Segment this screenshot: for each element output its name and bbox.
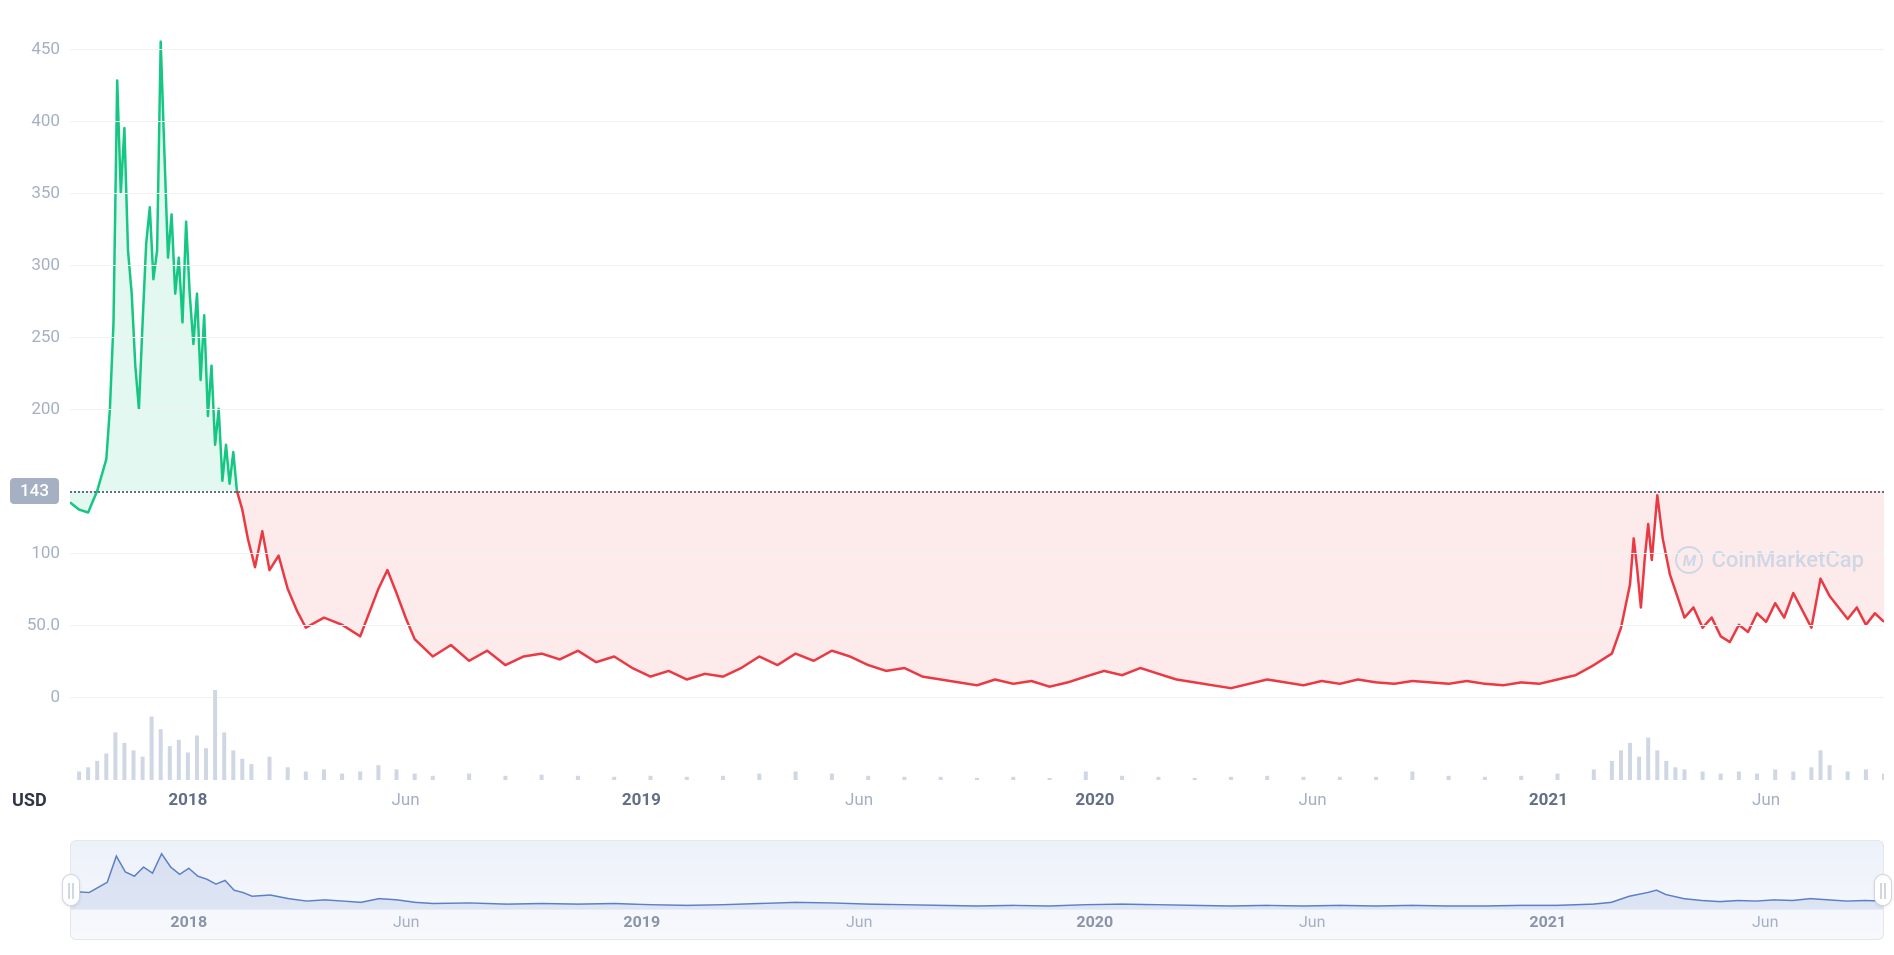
grid-line	[70, 553, 1884, 554]
grid-line	[70, 337, 1884, 338]
grid-line	[70, 49, 1884, 50]
y-tick: 0	[50, 687, 60, 707]
range-x-tick: Jun	[1299, 912, 1325, 931]
x-tick: 2018	[168, 790, 207, 810]
x-tick: Jun	[392, 790, 420, 810]
grid-line	[70, 121, 1884, 122]
y-tick: 300	[31, 255, 60, 275]
range-x-tick: Jun	[846, 912, 872, 931]
range-x-tick: 2019	[623, 912, 660, 931]
x-axis: 2018 Jun 2019 Jun 2020 Jun 2021 Jun	[70, 790, 1884, 830]
y-tick: 250	[31, 327, 60, 347]
x-tick: Jun	[1299, 790, 1327, 810]
y-tick: 400	[31, 111, 60, 131]
range-x-tick: Jun	[1752, 912, 1778, 931]
reference-line	[70, 491, 1884, 493]
x-tick: Jun	[845, 790, 873, 810]
grid-line	[70, 409, 1884, 410]
watermark-icon: M	[1675, 546, 1703, 574]
range-line-svg	[71, 841, 1883, 939]
x-tick: 2020	[1075, 790, 1114, 810]
range-x-tick: Jun	[393, 912, 419, 931]
grid-line	[70, 193, 1884, 194]
y-tick: 450	[31, 39, 60, 59]
volume-chart	[70, 690, 1884, 780]
range-x-tick: 2018	[170, 912, 207, 931]
plot-area[interactable]	[70, 20, 1884, 740]
y-tick: 350	[31, 183, 60, 203]
range-handle-left[interactable]	[62, 874, 80, 906]
y-tick: 200	[31, 399, 60, 419]
range-handle-right[interactable]	[1874, 874, 1892, 906]
price-line-svg	[70, 20, 1884, 740]
volume-bars-svg	[70, 690, 1884, 780]
range-x-tick: 2020	[1076, 912, 1113, 931]
y-axis: 0 50.0 100 200 250 300 350 400 450	[0, 20, 70, 740]
x-tick: 2019	[622, 790, 661, 810]
reference-badge: 143	[10, 478, 59, 504]
grid-line	[70, 625, 1884, 626]
currency-label: USD	[12, 790, 47, 811]
range-selector[interactable]: 2018 Jun 2019 Jun 2020 Jun 2021 Jun	[70, 840, 1884, 940]
y-tick: 50.0	[27, 615, 60, 635]
grid-line	[70, 265, 1884, 266]
watermark-text: CoinMarketCap	[1711, 548, 1864, 573]
main-chart: 0 50.0 100 200 250 300 350 400 450 M CoinMarketC…	[0, 20, 1894, 740]
y-tick: 100	[31, 543, 60, 563]
range-x-tick: 2021	[1529, 912, 1566, 931]
watermark: M CoinMarketCap	[1675, 546, 1864, 574]
x-tick: Jun	[1752, 790, 1780, 810]
x-tick: 2021	[1529, 790, 1568, 810]
